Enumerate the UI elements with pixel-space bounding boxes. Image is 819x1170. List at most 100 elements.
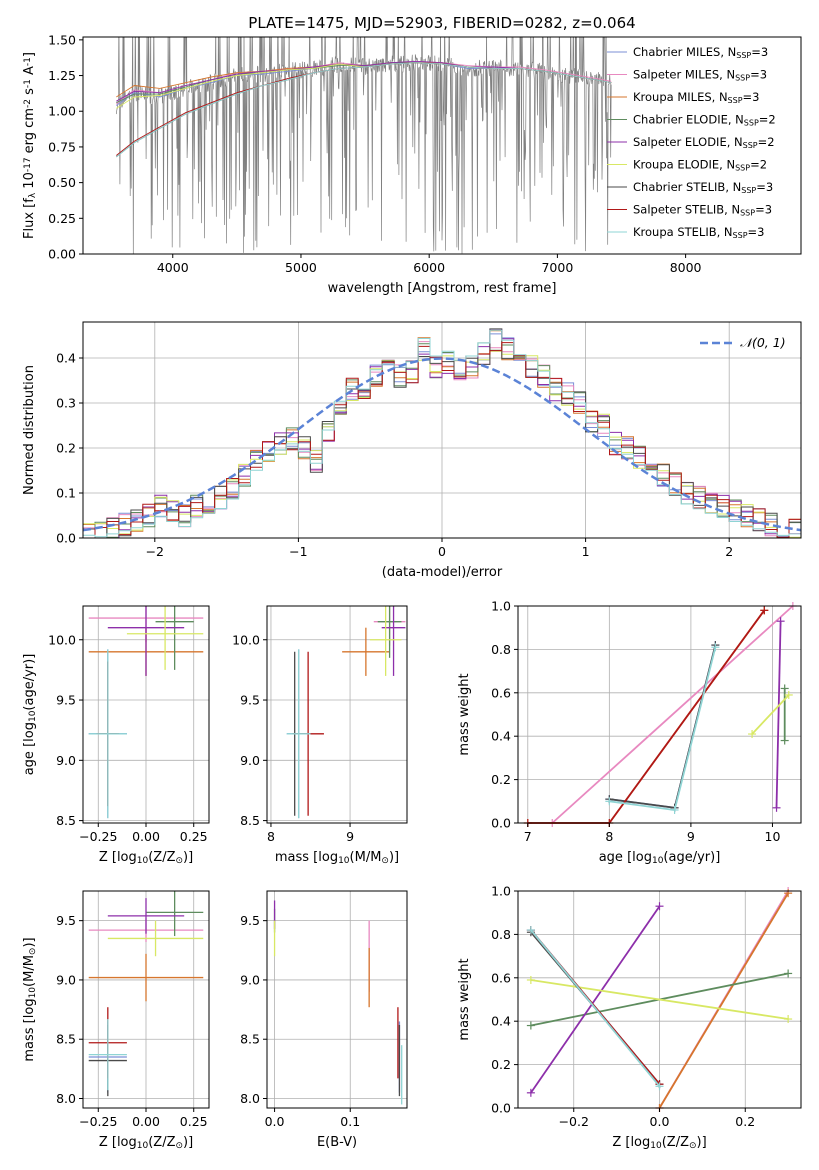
y-tick-label: 0.2: [56, 441, 76, 456]
label-part: log: [632, 850, 652, 865]
y-tick-label: 8.5: [240, 813, 260, 828]
legend-count: =2: [750, 158, 767, 172]
legend-entry: Chabrier STELIB, NSSP=3: [633, 180, 773, 195]
x-axis-label: Z [log10(Z/Z⊙)]: [99, 1135, 193, 1151]
legend-text: Kroupa STELIB, N: [633, 225, 733, 239]
y-tick-label: 0.00: [48, 247, 76, 262]
y-tick-label: 1.50: [48, 32, 76, 47]
legend-text: Kroupa MILES, N: [633, 90, 728, 104]
label-part: mass [: [22, 1018, 37, 1061]
legend-text: Chabrier MILES, N: [633, 45, 736, 59]
label-part: mass weight: [457, 958, 472, 1040]
histogram-legend: 𝒩(0, 1): [700, 335, 786, 350]
x-tick-label: 0.00: [132, 829, 160, 844]
plot-area: [88, 606, 204, 819]
mass-weight-line: [609, 646, 717, 811]
plot-area: [286, 606, 406, 819]
x-tick-label: −0.25: [79, 1114, 117, 1129]
y-tick-label: 8.0: [56, 1091, 76, 1106]
mass-weight-line: [775, 621, 782, 808]
label-part: log: [22, 722, 37, 742]
label-part: log: [117, 1135, 137, 1150]
x-tick-label: 0.25: [180, 829, 208, 844]
legend-entry: Salpeter STELIB, NSSP=3: [633, 203, 772, 218]
legend-text: Salpeter STELIB, N: [633, 203, 740, 217]
axes-frame: [82, 36, 802, 255]
legend-entry: Salpeter ELODIE, NSSP=2: [633, 135, 775, 150]
y-tick-label: 0.4: [491, 729, 511, 744]
label-part: )]: [389, 850, 399, 865]
x-tick-label: 0.1: [340, 1114, 360, 1129]
mass-weight-line: [609, 644, 717, 809]
legend-entry: Chabrier MILES, NSSP=3: [633, 45, 768, 60]
y-tick-label: 0.25: [48, 211, 76, 226]
x-tick-label: 1: [582, 544, 590, 559]
y-tick-label: 9.0: [240, 972, 260, 987]
y-tick-label: 0.8: [491, 927, 511, 942]
label-part: Z [: [99, 1135, 117, 1150]
x-tick-label: 7000: [541, 260, 573, 275]
label-part: λ: [28, 192, 38, 198]
y-tick-label: 8.5: [56, 813, 76, 828]
residual-histogram-panel: −2 −1 0 1 2 0.0 0.1 0.2 0.3 0.4 (data-model)/error…: [22, 321, 802, 580]
histogram-step: [83, 329, 801, 538]
x-tick-label: 9: [687, 829, 695, 844]
spectrum-panel: 4000 5000 6000 7000 8000 0.00 0.25 0.50 0.75 1.00…: [22, 32, 802, 296]
label-part: -1: [23, 79, 33, 88]
histogram-step: [83, 342, 801, 538]
y-tick-label: 10.0: [232, 632, 260, 647]
label-part: mass weight: [457, 673, 472, 755]
plot-area: [83, 328, 801, 538]
legend-subscript: SSP: [736, 51, 751, 60]
mass-weight-line: [527, 609, 766, 824]
y-axis-label: Flux [fλ 10-17 erg cm-2 s-1 A-1]: [22, 52, 38, 239]
legend-text: Kroupa ELODIE, N: [633, 158, 735, 172]
legend-count: =3: [755, 203, 772, 217]
y-tick-label: 1.25: [48, 68, 76, 83]
legend-text: Chabrier STELIB, N: [633, 180, 741, 194]
x-tick-label: 7: [524, 829, 532, 844]
y-tick-label: 9.5: [56, 913, 76, 928]
y-tick-label: 0.3: [56, 396, 76, 411]
x-tick-label: 0.0: [265, 1114, 285, 1129]
label-part: ⊙: [689, 1141, 697, 1151]
y-tick-label: 0.4: [56, 351, 76, 366]
label-part: log: [318, 850, 338, 865]
label-part: (M/M: [22, 955, 37, 987]
label-part: ⊙: [175, 1141, 183, 1151]
x-axis-label: Z [log10(Z/Z⊙)]: [612, 1135, 706, 1151]
y-axis-label: age [log10(age/yr)]: [22, 654, 38, 776]
x-tick-label: 6000: [413, 260, 445, 275]
x-axis-label: age [log10(age/yr)]: [599, 850, 721, 866]
observed-spectrum: [115, 37, 612, 254]
legend-count: =3: [748, 225, 765, 239]
y-tick-label: 0.0: [491, 816, 511, 831]
label-part: )]: [183, 1135, 193, 1150]
label-part: (Z/Z: [148, 1135, 175, 1150]
x-tick-label: −0.2: [559, 1114, 589, 1129]
x-tick-label: 8: [267, 829, 275, 844]
legend-count: =2: [759, 113, 776, 127]
label-part: Normed distribution: [22, 365, 37, 495]
y-tick-label: 0.1: [56, 486, 76, 501]
label-part: ⊙: [28, 948, 38, 956]
x-tick-label: 0.2: [735, 1114, 755, 1129]
y-axis-label: mass weight: [457, 673, 472, 755]
plot-area: [273, 900, 403, 1105]
legend-subscript: SSP: [733, 231, 748, 240]
y-tick-label: 10.0: [48, 632, 76, 647]
legend-entry: Salpeter MILES, NSSP=3: [633, 68, 767, 83]
y-tick-label: 1.00: [48, 104, 76, 119]
label-part: (M/M: [350, 850, 382, 865]
label-part: 10: [28, 710, 38, 722]
label-part: ⊙: [175, 856, 183, 866]
label-part: -17: [23, 157, 33, 172]
legend-subscript: SSP: [740, 209, 755, 218]
label-part: age [: [599, 850, 632, 865]
legend-entry: Kroupa STELIB, NSSP=3: [633, 225, 764, 240]
y-tick-label: 0.50: [48, 175, 76, 190]
label-part: 10: [28, 987, 38, 999]
